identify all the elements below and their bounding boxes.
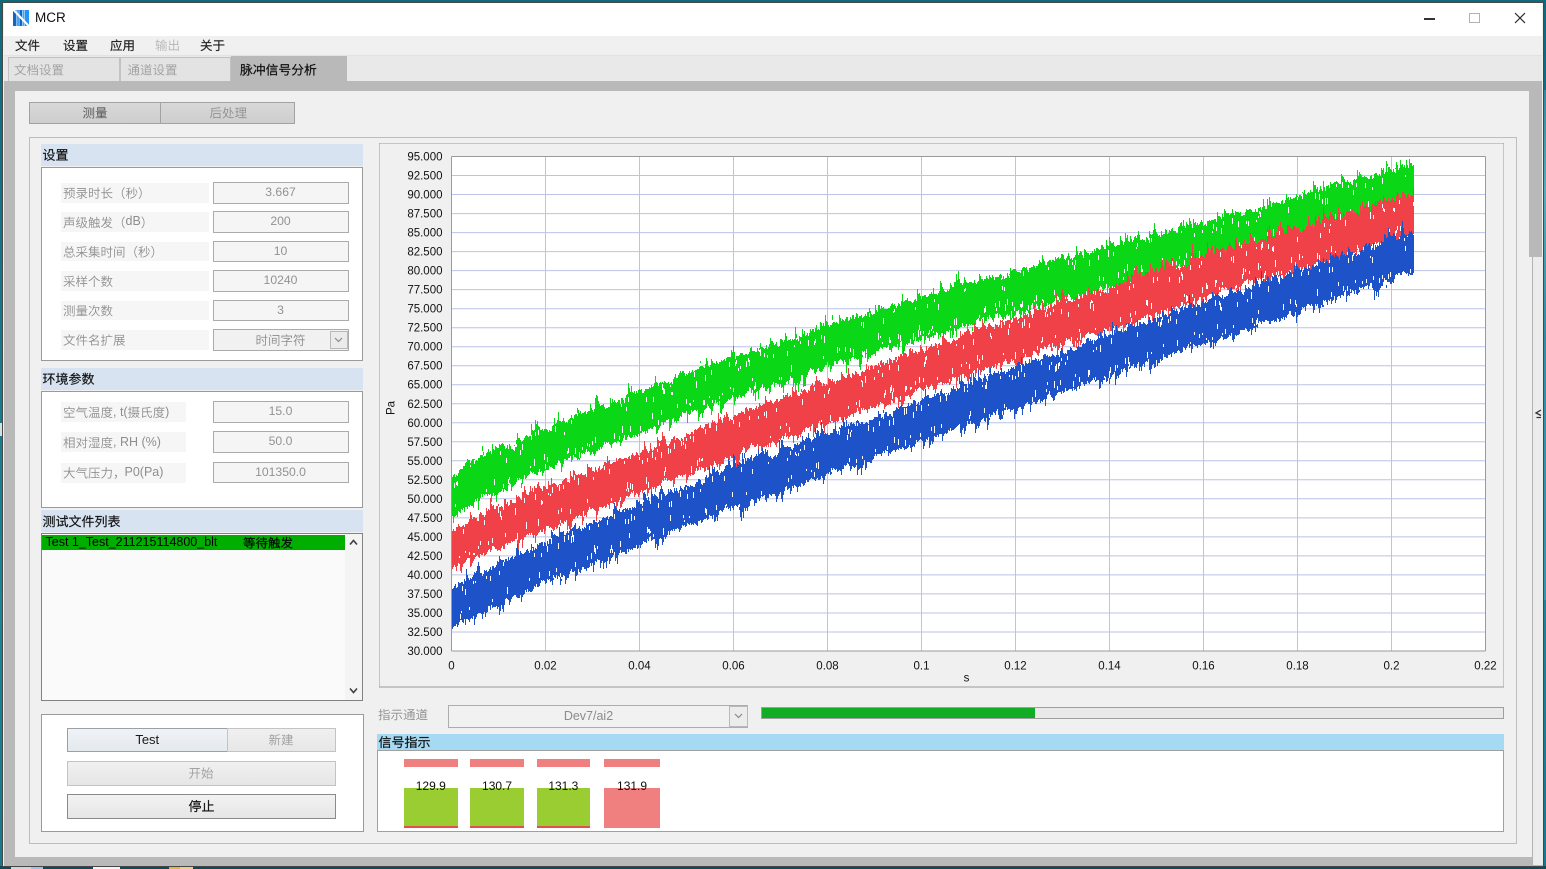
svg-text:55.000: 55.000	[407, 456, 442, 468]
svg-text:50.000: 50.000	[407, 494, 442, 506]
svg-text:45.000: 45.000	[407, 532, 442, 544]
svg-text:0.08: 0.08	[816, 661, 838, 673]
svg-text:62.500: 62.500	[407, 399, 442, 411]
svg-text:87.500: 87.500	[407, 209, 442, 221]
svg-text:0.22: 0.22	[1474, 661, 1496, 673]
svg-text:77.500: 77.500	[407, 285, 442, 297]
svg-text:82.500: 82.500	[407, 247, 442, 259]
svg-text:70.000: 70.000	[407, 342, 442, 354]
svg-text:75.000: 75.000	[407, 304, 442, 316]
svg-text:0.18: 0.18	[1286, 661, 1308, 673]
svg-text:47.500: 47.500	[407, 513, 442, 525]
svg-text:32.500: 32.500	[407, 627, 442, 639]
svg-text:67.500: 67.500	[407, 361, 442, 373]
svg-text:0.2: 0.2	[1383, 661, 1399, 673]
svg-text:30.000: 30.000	[407, 646, 442, 658]
svg-text:0.12: 0.12	[1004, 661, 1026, 673]
svg-text:52.500: 52.500	[407, 475, 442, 487]
svg-text:0.16: 0.16	[1192, 661, 1214, 673]
svg-text:37.500: 37.500	[407, 589, 442, 601]
svg-text:80.000: 80.000	[407, 266, 442, 278]
svg-text:0.1: 0.1	[913, 661, 929, 673]
svg-text:60.000: 60.000	[407, 418, 442, 430]
svg-text:0.06: 0.06	[722, 661, 744, 673]
svg-text:40.000: 40.000	[407, 570, 442, 582]
svg-text:95.000: 95.000	[407, 152, 442, 164]
svg-text:65.000: 65.000	[407, 380, 442, 392]
svg-text:72.500: 72.500	[407, 323, 442, 335]
svg-text:0.14: 0.14	[1098, 661, 1121, 673]
svg-text:s: s	[963, 673, 969, 685]
svg-text:85.000: 85.000	[407, 228, 442, 240]
svg-text:57.500: 57.500	[407, 437, 442, 449]
svg-text:90.000: 90.000	[407, 190, 442, 202]
svg-text:35.000: 35.000	[407, 608, 442, 620]
svg-text:0: 0	[448, 661, 454, 673]
svg-text:Pa: Pa	[385, 400, 397, 415]
svg-text:92.500: 92.500	[407, 171, 442, 183]
svg-text:0.02: 0.02	[534, 661, 556, 673]
svg-text:0.04: 0.04	[628, 661, 651, 673]
svg-text:42.500: 42.500	[407, 551, 442, 563]
